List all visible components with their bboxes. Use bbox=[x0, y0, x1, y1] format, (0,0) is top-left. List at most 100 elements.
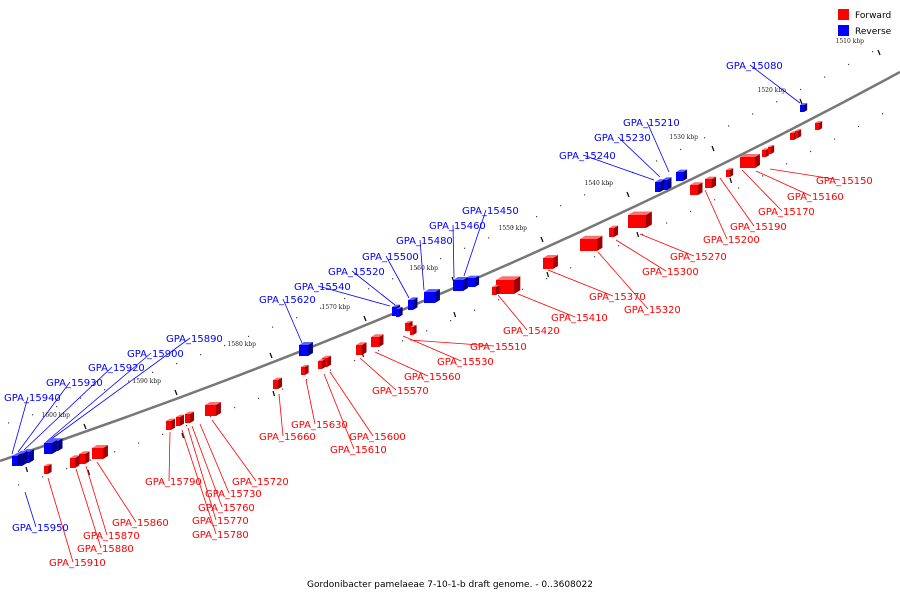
gene-label[interactable]: GPA_15880 bbox=[77, 544, 134, 555]
gene-label[interactable]: GPA_15570 bbox=[372, 386, 429, 397]
gene-label[interactable]: GPA_15450 bbox=[462, 206, 519, 217]
forward-gene-feature[interactable] bbox=[70, 455, 80, 468]
forward-gene-feature[interactable] bbox=[44, 463, 52, 474]
forward-gene-feature[interactable] bbox=[318, 358, 326, 369]
forward-gene-feature[interactable] bbox=[726, 168, 734, 177]
gene-label[interactable]: GPA_15870 bbox=[83, 531, 140, 542]
track-dot bbox=[450, 319, 452, 322]
gene-label[interactable]: GPA_15890 bbox=[166, 334, 223, 345]
forward-gene-feature[interactable] bbox=[492, 284, 500, 295]
reverse-gene-feature[interactable] bbox=[299, 342, 313, 356]
gene-label[interactable]: GPA_15230 bbox=[594, 133, 651, 144]
forward-gene-feature[interactable] bbox=[705, 176, 717, 188]
gene-label[interactable]: GPA_15900 bbox=[127, 349, 184, 360]
reverse-gene-feature[interactable] bbox=[424, 289, 440, 303]
forward-gene-feature[interactable] bbox=[166, 418, 176, 430]
track-dot bbox=[368, 288, 370, 290]
gene-label[interactable]: GPA_15780 bbox=[192, 530, 249, 541]
gene-labels: GPA_15080 GPA_15210 GPA_15230 GPA_15240 GPA_… bbox=[4, 61, 873, 569]
track-dot bbox=[66, 467, 68, 470]
gene-label[interactable]: GPA_15560 bbox=[404, 372, 461, 383]
gene-label[interactable]: GPA_15530 bbox=[437, 357, 494, 368]
forward-gene-feature[interactable] bbox=[690, 182, 703, 195]
forward-gene-feature[interactable] bbox=[543, 255, 558, 269]
forward-gene-feature[interactable] bbox=[176, 414, 185, 426]
gene-label[interactable]: GPA_15940 bbox=[4, 393, 61, 404]
gene-label[interactable]: GPA_15730 bbox=[205, 489, 262, 500]
tick-marks: 1510 kbp 1520 kbp 1530 kbp 1540 kbp 1550 kbp… bbox=[8, 38, 884, 486]
reverse-gene-feature[interactable] bbox=[655, 179, 665, 192]
reverse-gene-feature[interactable] bbox=[44, 440, 57, 454]
gene-label[interactable]: GPA_15790 bbox=[145, 477, 202, 488]
forward-gene-feature[interactable] bbox=[609, 225, 619, 237]
track-dot bbox=[728, 125, 730, 127]
gene-label[interactable]: GPA_15510 bbox=[470, 342, 527, 353]
leader-line bbox=[419, 239, 425, 291]
forward-gene-feature[interactable] bbox=[79, 451, 90, 464]
track-tick bbox=[87, 469, 91, 476]
gene-label[interactable]: GPA_15080 bbox=[726, 61, 783, 72]
gene-label[interactable]: GPA_15300 bbox=[642, 267, 699, 278]
forward-gene-feature[interactable] bbox=[273, 377, 283, 389]
reverse-gene-feature[interactable] bbox=[408, 297, 418, 310]
reverse-gene-feature[interactable] bbox=[396, 306, 403, 317]
reverse-gene-feature[interactable] bbox=[453, 277, 468, 291]
forward-gene-feature[interactable] bbox=[768, 145, 775, 154]
gene-label[interactable]: GPA_15480 bbox=[396, 236, 453, 247]
gene-label[interactable]: GPA_15770 bbox=[192, 516, 249, 527]
forward-gene-feature[interactable] bbox=[205, 402, 221, 416]
track-dot bbox=[114, 451, 116, 453]
gene-label[interactable]: GPA_15210 bbox=[623, 118, 680, 129]
track-dot bbox=[176, 362, 178, 365]
kbp-label: 1590 kbp bbox=[133, 378, 162, 385]
forward-gene-feature[interactable] bbox=[356, 342, 367, 355]
leader-line bbox=[463, 209, 487, 277]
gene-label[interactable]: GPA_15620 bbox=[259, 295, 316, 306]
forward-gene-feature[interactable] bbox=[580, 235, 603, 251]
gene-label[interactable]: GPA_15660 bbox=[259, 432, 316, 443]
gene-label[interactable]: GPA_15160 bbox=[787, 192, 844, 203]
gene-label[interactable]: GPA_15520 bbox=[328, 267, 385, 278]
leader-line bbox=[168, 431, 171, 482]
forward-gene-feature[interactable] bbox=[815, 121, 823, 130]
gene-label[interactable]: GPA_15920 bbox=[88, 363, 145, 374]
gene-label[interactable]: GPA_15190 bbox=[730, 222, 787, 233]
gene-label[interactable]: GPA_15760 bbox=[198, 503, 255, 514]
gene-label[interactable]: GPA_15630 bbox=[291, 420, 348, 431]
gene-label[interactable]: GPA_15540 bbox=[294, 282, 351, 293]
forward-gene-feature[interactable] bbox=[92, 445, 108, 459]
forward-gene-feature[interactable] bbox=[740, 154, 760, 168]
gene-label[interactable]: GPA_15600 bbox=[349, 432, 406, 443]
gene-label[interactable]: GPA_15930 bbox=[46, 378, 103, 389]
gene-label[interactable]: GPA_15950 bbox=[12, 523, 69, 534]
gene-label[interactable]: GPA_15460 bbox=[429, 221, 486, 232]
reverse-gene-feature[interactable] bbox=[800, 103, 808, 112]
forward-gene-feature[interactable] bbox=[371, 334, 384, 347]
forward-gene-feature[interactable] bbox=[496, 276, 521, 294]
gene-label[interactable]: GPA_15500 bbox=[362, 252, 419, 263]
gene-label[interactable]: GPA_15410 bbox=[551, 313, 608, 324]
gene-label[interactable]: GPA_15320 bbox=[624, 305, 681, 316]
leader-line bbox=[85, 465, 108, 536]
gene-label[interactable]: GPA_15860 bbox=[112, 518, 169, 529]
leader-line bbox=[329, 371, 374, 437]
gene-label[interactable]: GPA_15170 bbox=[758, 207, 815, 218]
gene-label[interactable]: GPA_15370 bbox=[589, 292, 646, 303]
gene-label[interactable]: GPA_15420 bbox=[503, 326, 560, 337]
track-dot bbox=[536, 215, 538, 218]
gene-label[interactable]: GPA_15200 bbox=[703, 235, 760, 246]
forward-gene-feature[interactable] bbox=[301, 364, 309, 375]
gene-label[interactable]: GPA_15610 bbox=[330, 445, 387, 456]
reverse-gene-feature[interactable] bbox=[676, 169, 688, 181]
gene-label[interactable]: GPA_15910 bbox=[49, 558, 106, 569]
gene-label[interactable]: GPA_15270 bbox=[670, 252, 727, 263]
forward-gene-feature[interactable] bbox=[185, 411, 195, 423]
forward-gene-feature[interactable] bbox=[795, 129, 802, 138]
forward-gene-feature[interactable] bbox=[410, 324, 417, 335]
reverse-gene-feature[interactable] bbox=[12, 453, 22, 466]
gene-label[interactable]: GPA_15150 bbox=[816, 176, 873, 187]
gene-label[interactable]: GPA_15240 bbox=[559, 151, 616, 162]
forward-gene-feature[interactable] bbox=[628, 211, 652, 228]
reverse-gene-feature[interactable] bbox=[466, 275, 480, 287]
gene-label[interactable]: GPA_15720 bbox=[232, 477, 289, 488]
